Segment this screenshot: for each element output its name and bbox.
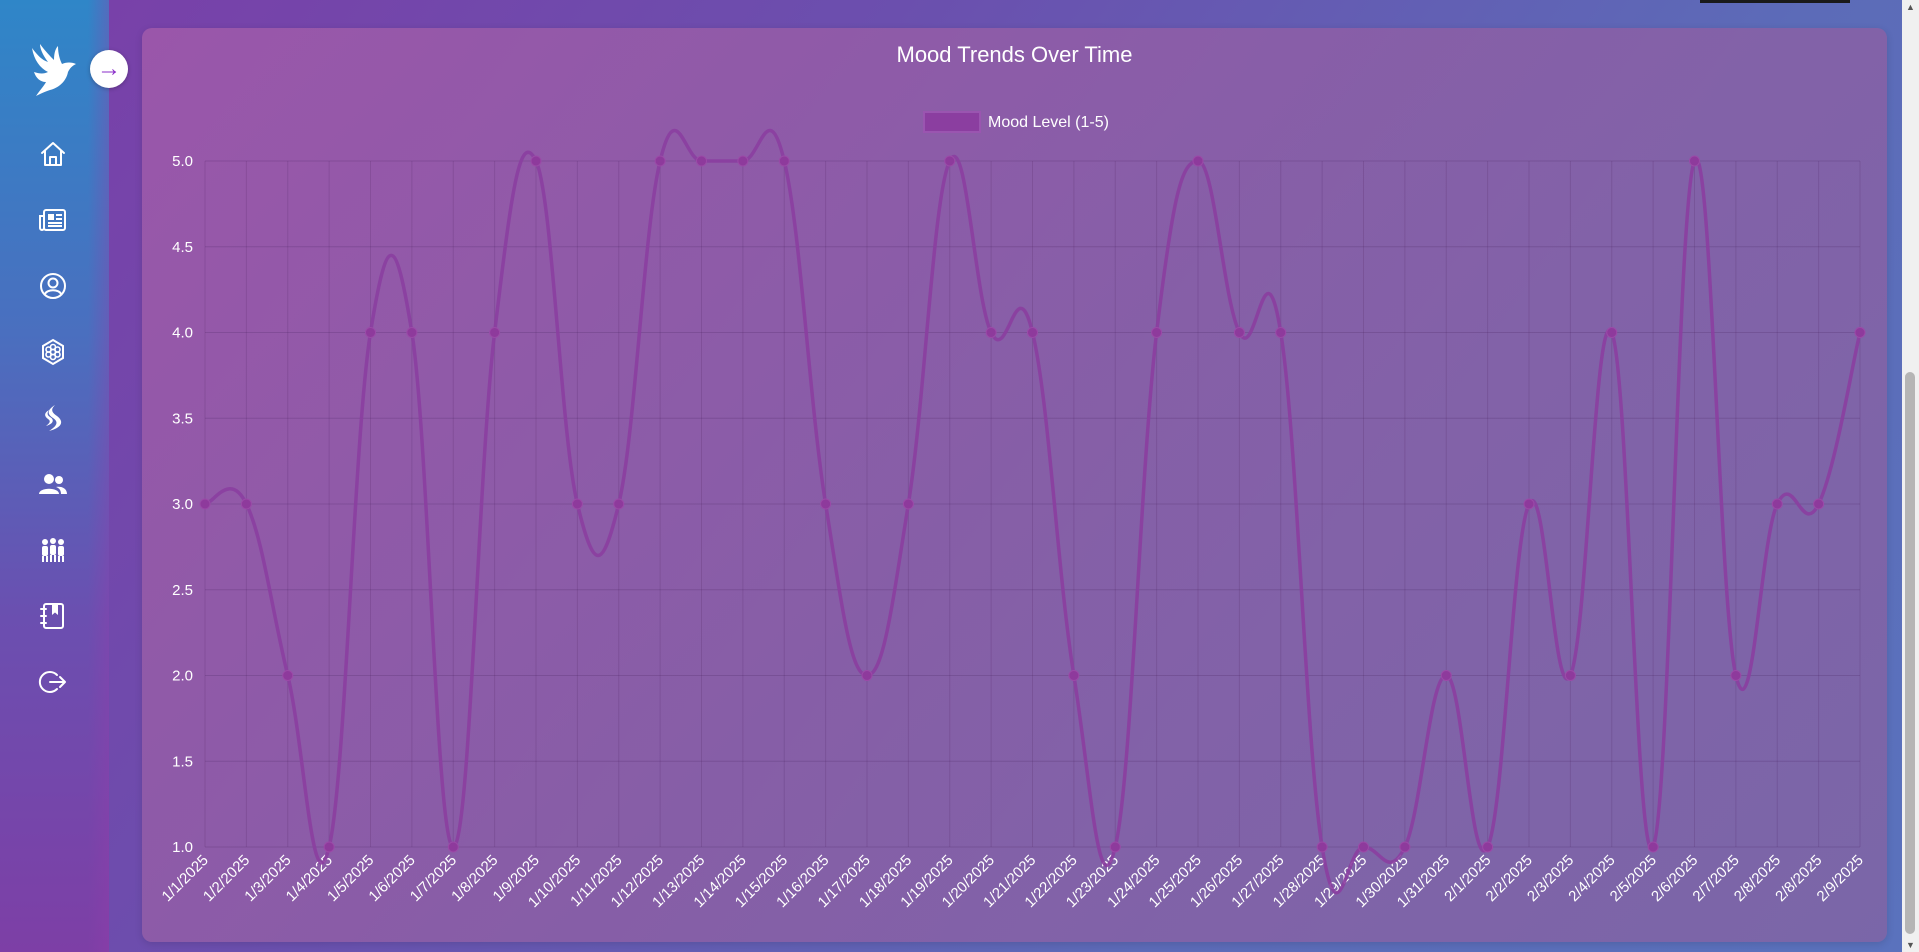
data-point: [985, 327, 997, 338]
sidebar-item-community[interactable]: [33, 464, 73, 504]
y-tick-label: 3.5: [172, 410, 193, 427]
y-tick-label: 1.0: [172, 839, 193, 856]
legend-swatch: [923, 111, 981, 133]
data-point: [199, 498, 211, 510]
data-point: [240, 498, 252, 510]
sidebar-toggle-button[interactable]: →: [90, 50, 128, 88]
data-point: [1647, 841, 1659, 853]
chart-card: Mood Trends Over Time 1.0 1.5 2.0 2.5 3.0 3.5…: [142, 28, 1887, 942]
sidebar-item-profile[interactable]: [33, 266, 73, 306]
data-point: [737, 155, 749, 167]
scroll-down-arrow[interactable]: ▼: [1906, 940, 1915, 950]
data-point: [1606, 327, 1618, 338]
logout-icon: [38, 671, 66, 693]
x-tick-label: 2/9/2025: [1814, 852, 1867, 905]
data-point: [654, 155, 666, 167]
data-point: [820, 498, 832, 510]
data-point: [1358, 841, 1369, 853]
y-tick-label: 1.5: [172, 753, 193, 770]
y-tick-label: 3.0: [172, 496, 193, 513]
data-point: [365, 327, 376, 338]
data-point: [1027, 327, 1038, 338]
data-point: [1275, 327, 1287, 338]
data-point: [406, 327, 418, 338]
data-point: [323, 841, 335, 853]
data-point: [1192, 155, 1204, 167]
top-edge: [1700, 0, 1850, 3]
y-tick-label: 5.0: [172, 153, 193, 170]
data-point: [530, 155, 542, 167]
scroll-up-arrow[interactable]: ▲: [1906, 2, 1915, 12]
sidebar-item-mood[interactable]: [33, 332, 73, 372]
sidebar-edge: [88, 0, 109, 952]
users-icon: [39, 474, 67, 494]
data-point: [1564, 670, 1576, 681]
group-icon: [42, 538, 64, 562]
data-point: [1482, 841, 1494, 853]
data-point: [1523, 498, 1535, 510]
data-point: [1440, 670, 1452, 681]
legend-label: Mood Level (1-5): [988, 114, 1109, 131]
data-point: [1316, 841, 1328, 853]
y-tick-label: 2.0: [172, 668, 193, 685]
user-circle-icon: [40, 273, 66, 299]
data-point: [902, 498, 914, 510]
dove-icon[interactable]: [28, 42, 78, 96]
data-point: [282, 670, 294, 681]
chart-title: Mood Trends Over Time: [896, 42, 1133, 67]
mood-line-chart: 1.01.52.02.53.03.54.04.55.01/1/20251/2/2…: [159, 111, 1867, 911]
data-point: [1109, 841, 1121, 853]
scrollbar-thumb[interactable]: [1905, 372, 1915, 934]
data-point: [1068, 670, 1080, 681]
sidebar-item-home[interactable]: [33, 134, 73, 174]
y-tick-label: 4.0: [172, 325, 193, 342]
data-point: [613, 498, 625, 510]
series-line-mood-level: [204, 128, 1862, 895]
data-point: [1689, 155, 1700, 167]
data-point: [1399, 841, 1411, 853]
y-tick-label: 2.5: [172, 582, 193, 599]
data-point: [696, 155, 707, 167]
y-tick-label: 4.5: [172, 239, 193, 256]
data-point: [571, 498, 583, 510]
data-point: [861, 670, 873, 681]
sidebar-item-news[interactable]: [33, 200, 73, 240]
data-point: [447, 841, 459, 853]
data-point: [1771, 498, 1783, 510]
data-point: [489, 327, 501, 338]
data-point: [1854, 327, 1866, 338]
data-point: [1233, 327, 1245, 338]
sidebar-item-groups[interactable]: [33, 530, 73, 570]
home-icon: [41, 142, 65, 166]
sidebar-item-logout[interactable]: [33, 662, 73, 702]
journal-bookmark-icon: [40, 603, 64, 629]
hexagon-flower-icon: [42, 338, 64, 366]
data-point: [944, 155, 956, 167]
arrow-right-icon: →: [97, 55, 121, 82]
sidebar-item-activities[interactable]: [33, 398, 73, 438]
flame-icon: [45, 405, 62, 431]
data-point: [1813, 498, 1825, 510]
data-point: [1730, 670, 1742, 681]
newspaper-icon: [39, 209, 66, 231]
data-point: [1151, 327, 1163, 338]
sidebar-item-journal[interactable]: [33, 596, 73, 636]
sidebar: [0, 0, 109, 952]
data-point: [778, 155, 790, 167]
